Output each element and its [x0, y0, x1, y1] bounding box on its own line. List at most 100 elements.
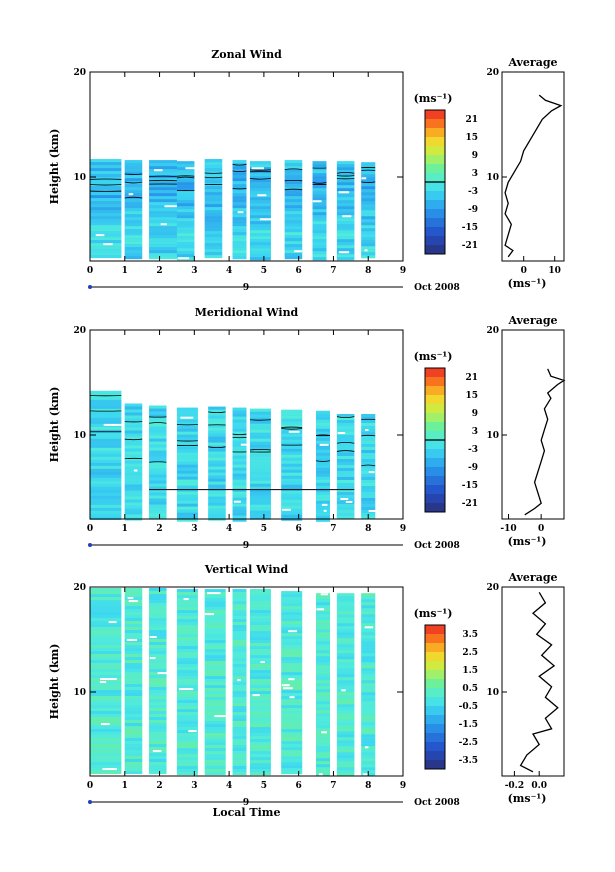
contour-line: [124, 196, 143, 199]
data-band: [281, 714, 303, 718]
data-band: [204, 634, 226, 638]
data-band: [176, 721, 198, 725]
data-band: [124, 696, 143, 700]
data-band: [149, 229, 177, 233]
data-band: [281, 744, 303, 748]
data-band: [176, 682, 198, 686]
data-band: [149, 597, 167, 601]
data-band: [232, 748, 247, 752]
data-band: [90, 432, 122, 436]
data-band: [249, 245, 271, 249]
data-band: [124, 630, 143, 634]
data-band: [232, 461, 247, 465]
data-band: [204, 766, 226, 770]
data-band: [249, 730, 271, 734]
data-band: [281, 505, 303, 509]
data-band: [249, 501, 271, 505]
data-band: [232, 661, 247, 665]
data-band: [204, 637, 226, 641]
data-band: [336, 713, 355, 717]
data-band: [316, 518, 330, 522]
contour-line: [315, 460, 331, 462]
data-band: [176, 754, 198, 758]
data-band: [204, 616, 226, 620]
data-band: [281, 681, 303, 685]
data-band: [232, 422, 247, 426]
data-band: [124, 747, 143, 751]
data-band: [149, 447, 167, 451]
data-band: [361, 677, 376, 681]
data-band: [361, 629, 376, 633]
data-band: [316, 647, 330, 651]
colorbar-swatch: [425, 386, 445, 396]
data-band: [90, 609, 122, 613]
data-band: [176, 733, 198, 737]
data-band: [249, 718, 271, 722]
data-band: [149, 729, 167, 733]
data-band: [90, 225, 122, 229]
x-tick-label: 9: [400, 524, 406, 534]
data-band: [90, 246, 122, 250]
data-band: [90, 702, 122, 706]
data-band: [90, 756, 122, 760]
data-band: [281, 594, 303, 598]
data-band: [124, 202, 143, 206]
data-band: [249, 492, 271, 496]
data-band: [176, 655, 198, 659]
data-band: [232, 655, 247, 659]
data-band: [204, 610, 226, 614]
data-gap: [102, 768, 117, 771]
data-band: [361, 486, 376, 489]
data-band: [204, 165, 223, 169]
data-band: [316, 704, 330, 708]
data-band: [361, 180, 376, 184]
colorbar-swatch: [425, 724, 445, 734]
data-band: [361, 444, 376, 447]
data-band: [176, 706, 198, 710]
data-band: [281, 445, 303, 449]
data-band: [204, 727, 226, 731]
data-band: [208, 412, 226, 416]
data-band: [204, 733, 226, 737]
data-band: [232, 592, 247, 596]
data-band: [249, 622, 271, 626]
data-band: [232, 250, 247, 254]
data-band: [316, 509, 330, 513]
data-band: [361, 507, 376, 510]
data-band: [249, 462, 271, 466]
data-band: [90, 456, 122, 460]
data-band: [336, 746, 355, 750]
data-band: [336, 254, 355, 258]
data-band: [232, 440, 247, 444]
data-band: [312, 167, 327, 171]
data-band: [249, 417, 271, 421]
data-gap: [337, 432, 346, 434]
data-band: [361, 462, 376, 465]
data-band: [336, 665, 355, 669]
colorbar-swatch: [425, 200, 445, 210]
data-band: [336, 468, 355, 471]
data-band: [361, 662, 376, 666]
data-gap: [282, 508, 291, 511]
data-band: [361, 207, 376, 211]
data-band: [90, 597, 122, 601]
data-band: [208, 451, 226, 455]
data-band: [124, 627, 143, 631]
data-band: [204, 625, 226, 629]
data-band: [124, 508, 143, 512]
data-band: [124, 681, 143, 685]
data-band: [149, 160, 177, 164]
data-band: [176, 742, 198, 746]
data-band: [316, 620, 330, 624]
data-band: [204, 201, 223, 205]
data-band: [208, 436, 226, 440]
data-band: [249, 233, 271, 237]
data-band: [361, 749, 376, 753]
data-band: [176, 625, 198, 629]
data-band: [124, 484, 143, 488]
data-band: [336, 641, 355, 645]
data-band: [149, 202, 177, 206]
data-band: [149, 199, 177, 203]
data-band: [90, 759, 122, 763]
average-y-tick-label: 20: [486, 583, 499, 593]
